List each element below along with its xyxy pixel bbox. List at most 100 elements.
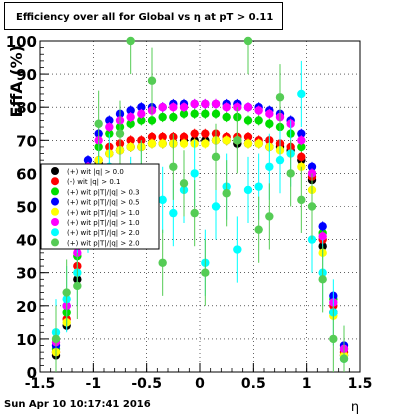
data-point [243,185,253,195]
legend-entry: (+) wit p|T|/|q| > 2.0 [67,239,140,247]
data-point [126,119,135,128]
data-point [222,189,231,198]
legend-entry: (+) wit p|T|/|q| > 0.5 [67,199,140,207]
data-point [158,258,167,267]
y-tick-label: 20 [16,298,37,316]
x-tick-label: -0.5 [131,376,162,392]
x-tick-label: -1 [86,376,102,392]
y-tick-label: 60 [16,165,37,183]
data-point [265,119,274,128]
data-point [297,136,306,145]
data-point [254,225,263,234]
data-point [233,245,242,254]
data-point [275,155,285,165]
data-point [83,155,93,165]
data-point [126,36,135,46]
data-point [169,112,178,122]
data-point [94,119,103,128]
y-tick-label: 100 [6,33,37,51]
data-point [158,132,167,142]
labels-layer: -1.5 -1 -0.5 0 0.5 1 1.5 0 10 20 30 40 50 60 70 80 90 100… [6,33,373,414]
axes-layer [39,40,361,373]
data-point [265,109,274,119]
data-point [169,162,178,171]
x-tick-label: 0 [195,376,205,392]
x-axis-title: η [351,400,359,414]
legend-marker [51,187,59,196]
data-point [233,136,242,145]
data-point [190,169,199,178]
data-point [286,169,295,178]
data-point [297,195,306,205]
data-point [105,122,114,132]
data-point [265,162,274,171]
x-tick-label: -1.5 [25,376,56,392]
y-axis-title: EffA (%) [7,45,26,118]
data-point [147,116,157,125]
y-tick-label: 80 [16,99,37,117]
data-point [179,179,189,188]
legend-marker [51,207,59,216]
data-point [307,162,317,171]
data-point [51,334,61,344]
data-point [158,112,167,122]
data-point [222,112,231,122]
data-point [179,139,189,148]
legend-entry: (-) wit |q| > 0.1 [67,178,120,186]
x-tick-label: 1.5 [348,376,373,392]
data-point [254,139,263,148]
data-point [190,109,199,119]
data-point [329,334,338,344]
data-point [254,182,263,191]
data-point [297,142,306,152]
data-point [243,36,253,46]
data-point [190,208,199,218]
data-point [201,268,210,277]
data-point [115,129,125,138]
timestamp-footer: Sun Apr 10 10:17:41 2016 [4,399,151,410]
data-point [211,202,221,211]
data-point [243,139,253,148]
data-point [158,195,167,205]
legend-entry: (+) wit |q| > 0.0 [67,168,124,176]
data-point [190,99,199,109]
data-point [137,109,146,119]
legend-entry: (+) wit p|T|/|q| > 1.0 [67,209,140,217]
y-tick-label: 90 [16,66,37,84]
grid-layer [40,41,360,372]
data-point [265,212,274,221]
data-point [179,109,189,119]
data-point [211,152,221,162]
data-point [201,139,210,148]
data-point [190,129,199,138]
legend-marker [51,167,59,175]
data-point [126,136,135,145]
y-tick-label: 50 [16,199,37,217]
chart-title: Efficiency over all for Global vs η at p… [16,12,274,23]
x-tick-label: 1 [302,376,312,392]
data-point [158,103,167,112]
data-point [179,103,189,112]
legend-marker [51,197,59,206]
data-point [137,103,146,112]
data-point [307,202,317,211]
y-tick-label: 40 [16,232,37,250]
data-point [243,116,253,125]
legend-entry: (+) wit p|T|/|q| > 0.3 [67,188,140,196]
data-point [169,208,178,218]
data-point [179,132,189,142]
data-point [297,129,306,138]
data-point [211,109,221,119]
data-point [275,93,285,102]
y-tick-label: 10 [16,331,37,349]
y-tick-label: 30 [16,265,37,283]
data-point [243,103,253,112]
data-point [201,109,210,119]
data-point [201,99,210,109]
legend-entry: (+) wit p|T|/|q| > 1.0 [67,219,140,227]
legend-marker [51,228,59,237]
chart-title-box: Efficiency over all for Global vs η at p… [4,2,283,30]
data-point [201,129,210,138]
